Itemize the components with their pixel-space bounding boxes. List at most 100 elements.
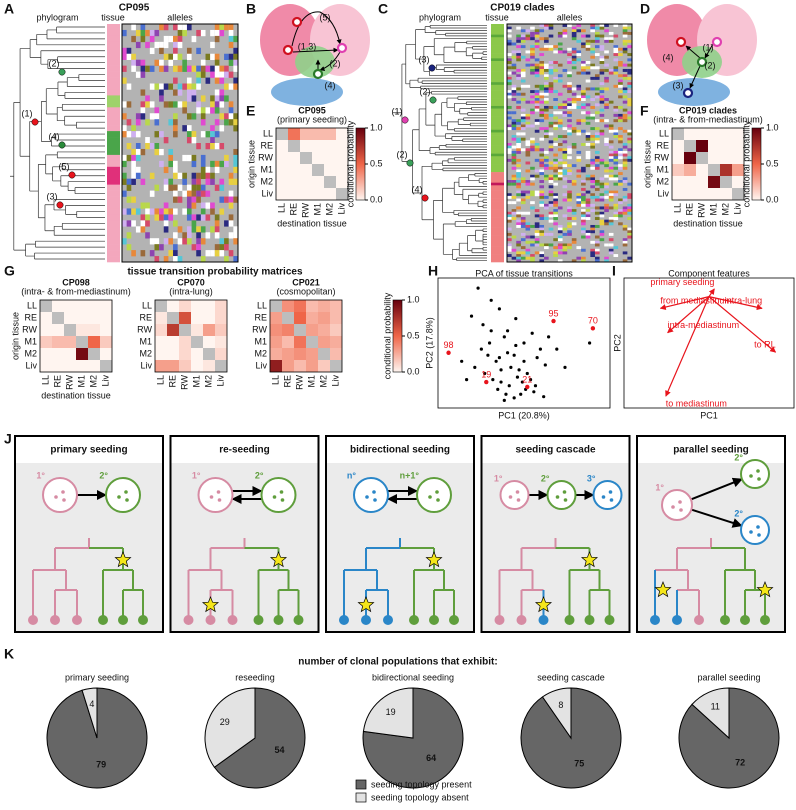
allele-cell xyxy=(622,238,628,242)
allele-cell xyxy=(613,34,619,38)
allele-cell xyxy=(581,201,586,205)
heatmap-subtitle: (intra- & from-mediastinum) xyxy=(21,286,131,296)
tissue-cell xyxy=(491,259,504,263)
allele-cell xyxy=(553,79,558,83)
allele-cell xyxy=(530,37,535,41)
allele-cell xyxy=(214,101,220,108)
allele-cell xyxy=(553,105,558,109)
allele-cell xyxy=(604,50,609,54)
allele-cell xyxy=(604,164,609,168)
allele-cell xyxy=(511,235,517,239)
allele-cell xyxy=(173,160,178,168)
allele-cell xyxy=(618,127,623,131)
allele-cell xyxy=(562,111,568,115)
allele-cell xyxy=(557,105,563,109)
allele-cell xyxy=(613,66,619,70)
leaf-cell xyxy=(118,615,128,625)
heatmap-cell xyxy=(696,188,708,200)
allele-cell xyxy=(173,119,178,126)
allele-cell xyxy=(131,131,136,138)
allele-cell xyxy=(228,172,234,179)
tissue-cell xyxy=(107,226,120,233)
allele-cell xyxy=(530,66,535,70)
allele-cell xyxy=(539,63,545,67)
allele-cell xyxy=(599,98,605,101)
diagonal-cell xyxy=(270,300,282,312)
allele-cell xyxy=(219,250,225,257)
allele-cell xyxy=(604,259,609,263)
allele-cell xyxy=(557,148,563,152)
allele-cell xyxy=(219,196,225,203)
allele-cell xyxy=(567,113,572,117)
allele-cell xyxy=(627,235,632,239)
allele-cell xyxy=(191,137,197,144)
allele-cell xyxy=(590,29,595,33)
allele-cell xyxy=(590,137,595,141)
allele-cell xyxy=(186,24,192,31)
pie-slice xyxy=(541,687,572,740)
tissue-cell xyxy=(107,244,120,251)
allele-cell xyxy=(516,53,521,57)
allele-cell xyxy=(507,180,512,183)
allele-cell xyxy=(159,160,164,168)
allele-cell xyxy=(604,190,609,194)
allele-cell xyxy=(539,224,545,228)
allele-cell xyxy=(590,195,595,199)
heatmap-cell xyxy=(76,300,88,312)
allele-cell xyxy=(576,193,582,197)
allele-cell xyxy=(520,39,526,43)
allele-cell xyxy=(548,193,554,197)
allele-cell xyxy=(585,214,591,218)
allele-cell xyxy=(576,29,582,33)
allele-cell xyxy=(154,244,160,251)
allele-cell xyxy=(205,166,211,174)
scatter-point xyxy=(555,347,559,351)
allele-cell xyxy=(585,103,591,107)
allele-cell xyxy=(233,59,238,66)
heatmap-cell xyxy=(324,152,336,164)
allele-cell xyxy=(530,243,535,247)
allele-cell xyxy=(191,95,197,102)
allele-cell xyxy=(534,230,540,234)
x-tick-label: LL xyxy=(672,203,682,213)
leaf-cell xyxy=(227,615,238,625)
allele-cell xyxy=(608,39,614,43)
cell-dot xyxy=(756,469,760,473)
allele-cell xyxy=(534,119,540,123)
allele-cell xyxy=(581,182,586,186)
diagonal-cell xyxy=(324,176,336,188)
site-marker xyxy=(696,56,708,68)
tree-branch xyxy=(33,548,77,591)
heatmap-cell xyxy=(318,360,330,372)
allele-cell xyxy=(618,74,623,78)
tissue-cell xyxy=(107,47,120,55)
allele-cell xyxy=(585,177,591,181)
allele-cell xyxy=(613,68,619,72)
allele-cell xyxy=(534,174,540,178)
scatter-point xyxy=(542,395,546,399)
allele-cell xyxy=(173,53,178,60)
data-label: 64 xyxy=(426,753,436,763)
allele-cell xyxy=(594,224,600,228)
allele-cell xyxy=(516,45,521,49)
topology-title: re-seeding xyxy=(219,445,270,456)
cell-dot xyxy=(749,474,753,478)
tree-node xyxy=(68,171,76,179)
site-label: 1° xyxy=(192,470,201,480)
tissue-cell xyxy=(491,45,504,49)
allele-cell xyxy=(233,160,238,168)
column-header: phylogram xyxy=(36,12,78,22)
allele-cell xyxy=(530,53,535,57)
allele-cell xyxy=(145,202,150,209)
allele-cell xyxy=(590,26,595,30)
data-label: 4 xyxy=(89,699,94,709)
allele-cell xyxy=(548,66,554,70)
allele-cell xyxy=(599,47,605,51)
heatmap-cell xyxy=(282,324,294,336)
allele-cell xyxy=(177,53,183,60)
heatmap-cell xyxy=(167,324,179,336)
allele-cell xyxy=(567,84,572,88)
allele-cell xyxy=(571,100,577,104)
allele-cell xyxy=(219,244,225,251)
allele-cell xyxy=(627,84,632,88)
